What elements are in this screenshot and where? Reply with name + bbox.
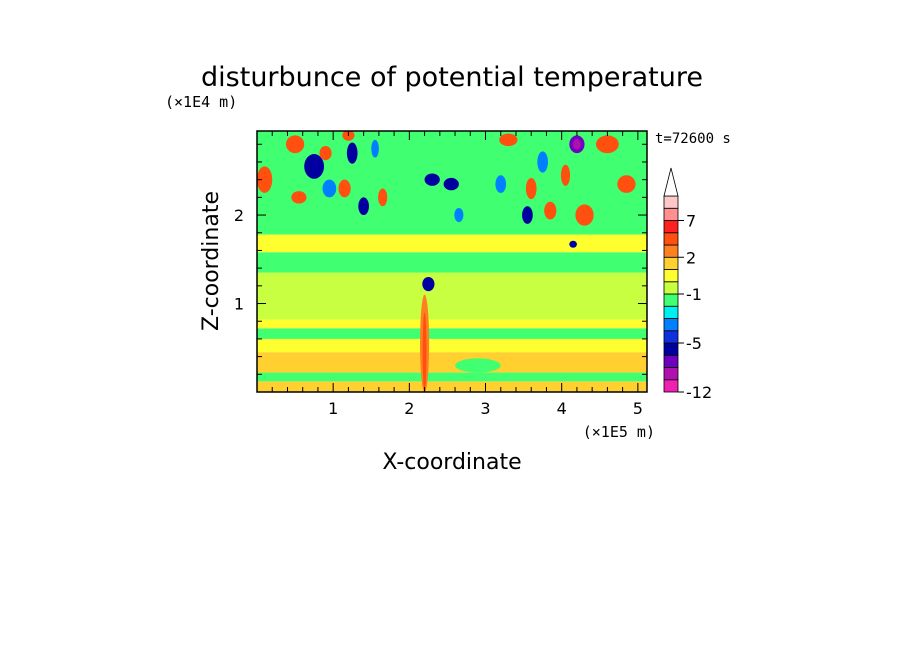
field-blob (358, 197, 369, 216)
colorbar-swatch (663, 281, 679, 295)
field-blob (544, 201, 557, 220)
x-tick-label: 4 (557, 399, 567, 418)
colorbar-swatch (663, 207, 679, 221)
field-blob (525, 177, 537, 200)
colorbar-swatch (663, 342, 679, 356)
field-blob (322, 179, 337, 198)
colorbar-swatch (663, 232, 679, 246)
field-blob (575, 204, 594, 226)
field-band (257, 272, 647, 320)
contour-field (257, 131, 647, 392)
field-band (257, 328, 647, 339)
field-blob (422, 312, 427, 392)
field-blob (499, 133, 518, 147)
chart-title: disturbunce of potential temperature (201, 62, 703, 93)
colorbar-swatch (663, 354, 679, 368)
colorbar-swatch (663, 269, 679, 283)
field-blob (573, 138, 581, 150)
y-unit-label: (×1E4 m) (165, 93, 237, 111)
field-blob (454, 207, 464, 223)
colorbar-swatch (663, 305, 679, 319)
field-band (257, 252, 647, 273)
field-band (257, 338, 647, 353)
field-blob (424, 173, 440, 186)
colorbar-swatch (663, 244, 679, 258)
colorbar-swatch (663, 195, 679, 209)
field-band (257, 234, 647, 253)
field-blob (537, 151, 548, 173)
time-label: t=72600 s (655, 131, 731, 147)
colorbar-swatch (663, 379, 679, 393)
field-blob (617, 175, 636, 193)
field-blob (338, 179, 351, 198)
plot-frame (256, 130, 648, 393)
colorbar-swatch (663, 367, 679, 381)
x-tick-label: 3 (480, 399, 490, 418)
field-blob (319, 146, 332, 161)
field-blob (285, 135, 305, 154)
field-blob (257, 166, 273, 193)
x-unit-label: (×1E5 m) (583, 423, 655, 441)
x-axis-label: X-coordinate (382, 450, 521, 475)
colorbar: -12-5-127 (663, 167, 712, 402)
field-blob (291, 191, 307, 204)
colorbar-tick-label: -5 (686, 334, 702, 353)
y-axis: 12 (234, 143, 647, 375)
field-blob (422, 276, 435, 292)
colorbar-swatch (663, 220, 679, 234)
colorbar-tick-label: -12 (686, 383, 712, 402)
field-band (257, 352, 647, 373)
x-axis: 1 2 3 4 5 (271, 131, 643, 418)
colorbar-swatch (663, 330, 679, 344)
field-blob (304, 154, 325, 179)
colorbar-tick-label: 7 (686, 212, 696, 231)
colorbar-swatch (663, 293, 679, 307)
field-blob (595, 135, 619, 154)
field-band (257, 319, 647, 329)
colorbar-tick-label: -1 (686, 285, 702, 304)
field-band (257, 381, 647, 392)
field-blob (371, 139, 379, 158)
field-blob (560, 164, 571, 186)
colorbar-swatch (663, 256, 679, 270)
y-tick-label: 2 (234, 206, 244, 225)
field-blob (346, 142, 358, 164)
field-blob (455, 358, 501, 373)
x-tick-label: 5 (633, 399, 643, 418)
field-blob (522, 206, 533, 224)
field-blob (352, 292, 406, 315)
field-blob (569, 240, 577, 248)
x-tick-label: 2 (404, 399, 414, 418)
colorbar-swatch (663, 318, 679, 332)
field-blob (378, 188, 388, 207)
y-axis-label: Z-coordinate (199, 191, 224, 331)
field-band (257, 372, 647, 382)
x-tick-label: 1 (328, 399, 338, 418)
y-tick-label: 1 (234, 295, 244, 314)
colorbar-extend-arrow (663, 167, 679, 197)
field-blob (443, 177, 459, 191)
field-blob (495, 175, 507, 193)
colorbar-tick-label: 2 (686, 248, 696, 267)
